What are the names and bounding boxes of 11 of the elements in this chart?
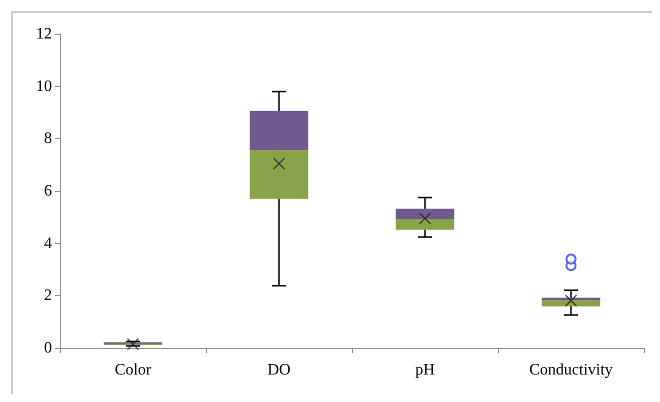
x-tick-label: pH (415, 362, 436, 378)
y-tick-label: 4 (44, 234, 52, 252)
y-tick-label: 10 (36, 78, 52, 95)
x-tick-label: Color (114, 362, 152, 378)
y-tick-label: 2 (44, 287, 52, 304)
y-tick-label: 6 (44, 182, 52, 200)
y-tick-label: 12 (36, 26, 52, 42)
y-tick-label: 0 (44, 340, 52, 356)
y-tick-label: 8 (44, 130, 52, 148)
x-tick-label: Conductivity (529, 362, 613, 378)
x-tick-label: DO (267, 362, 291, 378)
